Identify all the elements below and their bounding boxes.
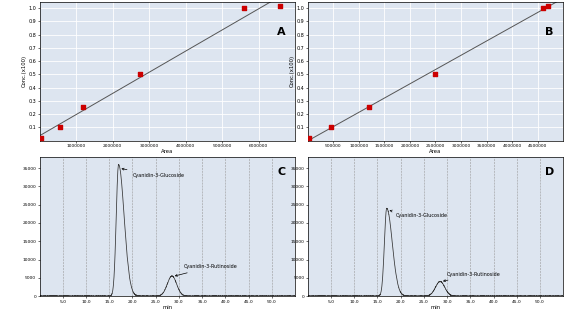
- Text: C: C: [277, 167, 285, 177]
- Text: Cyanidin-3-Glucoside: Cyanidin-3-Glucoside: [122, 168, 185, 178]
- Point: [135, 72, 144, 77]
- Point: [239, 6, 248, 11]
- X-axis label: min: min: [162, 305, 173, 310]
- Text: A: A: [277, 26, 286, 37]
- Text: B: B: [545, 26, 554, 37]
- Text: D: D: [545, 167, 555, 177]
- X-axis label: min: min: [430, 305, 440, 310]
- Point: [55, 125, 64, 130]
- Point: [431, 72, 440, 77]
- Point: [543, 3, 552, 8]
- Point: [79, 105, 88, 110]
- Point: [365, 105, 374, 110]
- X-axis label: Area: Area: [161, 149, 173, 154]
- Point: [276, 3, 285, 8]
- X-axis label: Area: Area: [430, 149, 441, 154]
- Y-axis label: Conc.(x100): Conc.(x100): [290, 55, 295, 87]
- Point: [36, 135, 45, 140]
- Point: [326, 125, 335, 130]
- Text: Cyanidin-3-Glucoside: Cyanidin-3-Glucoside: [390, 210, 448, 218]
- Y-axis label: Conc.(x100): Conc.(x100): [22, 55, 27, 87]
- Text: Cyanidin-3-Rutinoside: Cyanidin-3-Rutinoside: [444, 272, 501, 282]
- Point: [305, 135, 314, 140]
- Point: [538, 6, 547, 11]
- Text: Cyanidin-3-Rutinoside: Cyanidin-3-Rutinoside: [175, 264, 237, 276]
